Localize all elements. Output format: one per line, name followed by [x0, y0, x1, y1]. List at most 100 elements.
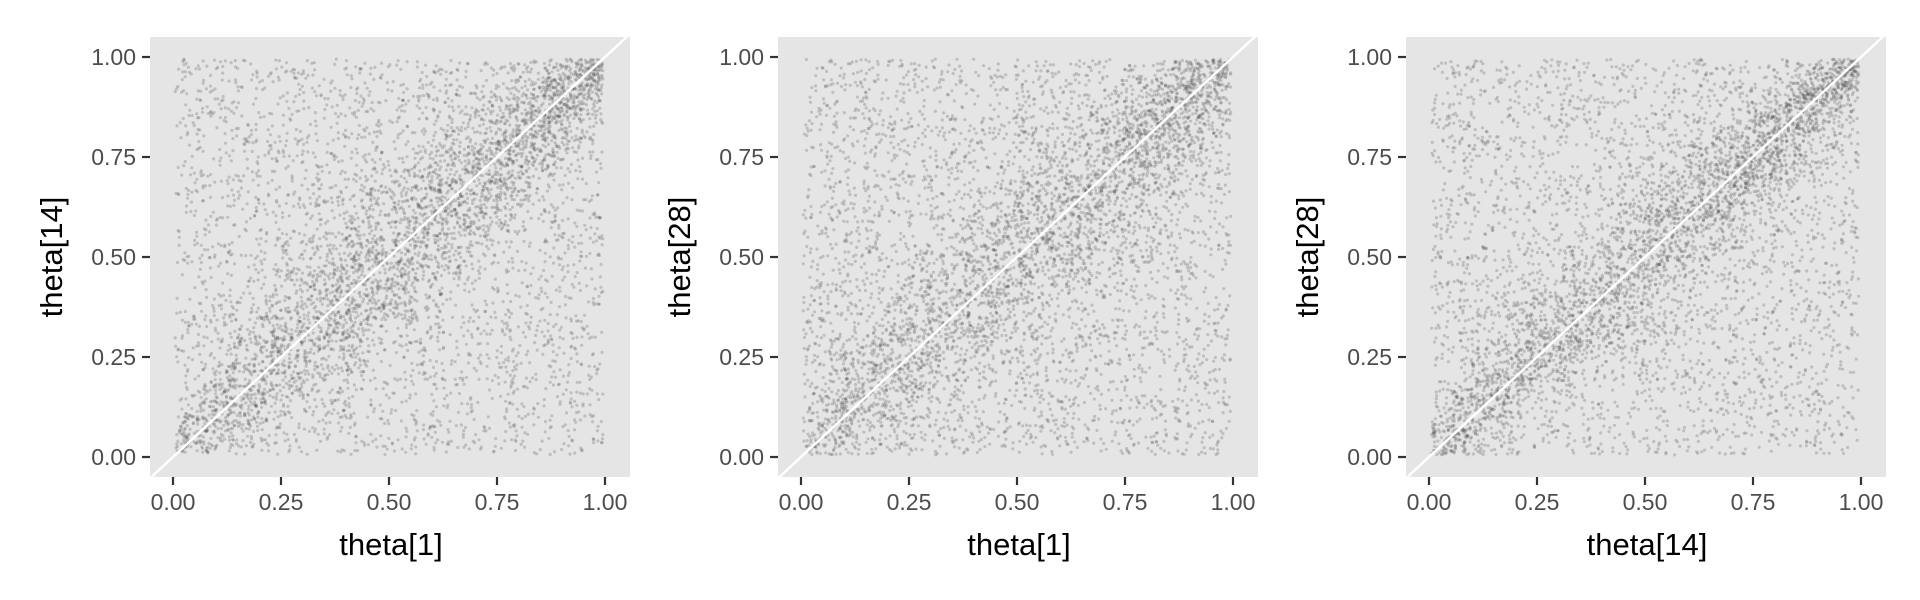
scatter-point	[195, 409, 199, 413]
scatter-point	[421, 277, 425, 281]
scatter-point	[475, 184, 479, 188]
scatter-point	[532, 451, 536, 455]
scatter-point	[217, 102, 221, 106]
scatter-point	[490, 205, 494, 210]
scatter-point	[272, 267, 276, 271]
scatter-point	[474, 433, 478, 437]
scatter-point	[212, 297, 216, 301]
scatter-point	[348, 197, 352, 201]
scatter-point	[542, 268, 546, 273]
scatter-point	[212, 385, 216, 389]
scatter-point	[406, 272, 410, 276]
scatter-point	[375, 199, 379, 203]
scatter-point	[560, 157, 564, 162]
scatter-point	[581, 156, 585, 160]
scatter-point	[524, 138, 529, 142]
scatter-point	[455, 92, 459, 96]
scatter-point	[303, 302, 307, 306]
scatter-point	[329, 196, 333, 200]
scatter-point	[578, 165, 582, 169]
scatter-point	[247, 419, 251, 423]
scatter-point	[379, 324, 383, 328]
scatter-point	[400, 344, 404, 348]
scatter-point	[422, 132, 426, 136]
scatter-point	[352, 351, 356, 355]
scatter-point	[264, 298, 268, 302]
scatter-point	[458, 194, 463, 198]
scatter-point	[310, 214, 314, 218]
scatter-point	[475, 225, 479, 230]
scatter-point	[567, 181, 571, 185]
scatter-point	[478, 234, 483, 238]
scatter-point	[250, 149, 254, 154]
scatter-point	[439, 144, 443, 148]
scatter-point	[507, 149, 511, 153]
scatter-point	[236, 346, 240, 350]
scatter-point	[530, 113, 534, 117]
scatter-point	[276, 102, 280, 106]
scatter-point	[488, 223, 492, 227]
scatter-point	[212, 111, 216, 115]
scatter-point	[423, 377, 427, 381]
scatter-point	[566, 116, 570, 120]
scatter-point	[550, 375, 554, 379]
scatter-point	[295, 326, 299, 330]
scatter-point	[600, 73, 604, 78]
scatter-point	[393, 201, 397, 205]
scatter-point	[277, 368, 281, 372]
scatter-point	[341, 333, 345, 337]
scatter-point	[522, 239, 526, 243]
scatter-point	[415, 184, 419, 188]
scatter-point	[429, 325, 433, 329]
scatter-point	[529, 128, 534, 132]
scatter-point	[228, 288, 232, 292]
scatter-point	[332, 310, 336, 315]
scatter-point	[414, 271, 418, 276]
scatter-point	[490, 243, 494, 247]
scatter-point	[312, 430, 317, 434]
scatter-point	[494, 132, 498, 136]
scatter-point	[379, 228, 383, 232]
scatter-point	[340, 415, 344, 419]
scatter-point	[237, 369, 242, 373]
scatter-point	[185, 133, 189, 137]
scatter-point	[232, 203, 236, 207]
scatter-point	[447, 260, 451, 264]
scatter-point	[222, 316, 226, 320]
scatter-point	[548, 418, 552, 422]
scatter-point	[306, 393, 310, 397]
scatter-point	[192, 171, 196, 175]
scatter-point	[251, 370, 255, 374]
scatter-point	[562, 231, 566, 236]
scatter-point	[442, 231, 446, 235]
scatter-point	[287, 450, 291, 454]
scatter-point	[342, 268, 347, 272]
scatter-point	[431, 138, 436, 142]
scatter-point	[446, 163, 450, 168]
scatter-point	[266, 139, 270, 144]
scatter-point	[525, 304, 529, 308]
scatter-point	[238, 411, 242, 415]
scatter-point	[365, 238, 369, 242]
scatter-point	[559, 158, 563, 162]
scatter-point	[305, 140, 309, 144]
scatter-panel-1: 0.000.000.250.250.500.500.750.751.001.00…	[34, 37, 630, 562]
scatter-point	[341, 197, 345, 201]
scatter-point	[311, 373, 315, 377]
scatter-point	[216, 364, 220, 368]
scatter-point	[409, 300, 413, 304]
scatter-point	[410, 361, 414, 365]
scatter-point	[579, 85, 583, 89]
scatter-point	[210, 89, 215, 93]
scatter-point	[582, 88, 586, 92]
scatter-point	[330, 371, 334, 375]
scatter-point	[280, 65, 284, 69]
scatter-point	[309, 298, 313, 302]
scatter-point	[330, 105, 334, 109]
scatter-point	[578, 169, 582, 174]
scatter-point	[557, 73, 561, 77]
scatter-point	[488, 141, 492, 145]
scatter-point	[432, 399, 436, 403]
scatter-point	[509, 240, 513, 244]
scatter-point	[190, 406, 194, 411]
